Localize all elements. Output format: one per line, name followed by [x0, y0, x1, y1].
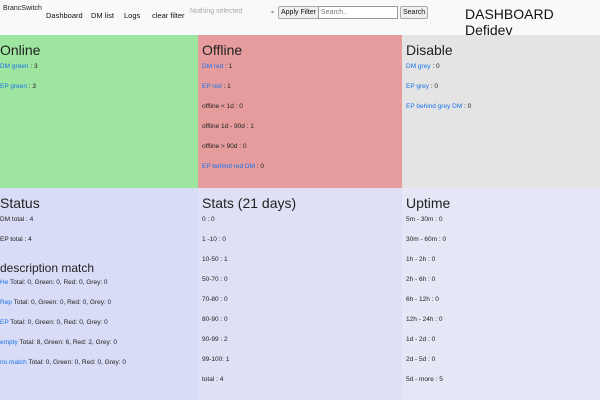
stats-row: 0 : 0: [202, 216, 215, 223]
uptime-row: 1h - 2h : 0: [406, 256, 436, 263]
match-link-empty[interactable]: empty: [0, 339, 18, 346]
value: Total: 0, Green: 0, Red: 0, Grey: 0: [11, 299, 112, 306]
online-row: DM green : 3: [0, 62, 198, 82]
dm-red-link[interactable]: DM red: [202, 63, 224, 70]
uptime-row: 6h - 12h : 0: [406, 296, 439, 303]
stats-title: Stats (21 days): [202, 195, 297, 211]
uptime-row: 2h - 6h : 0: [406, 276, 436, 283]
match-row: empty Total: 8, Green: 6, Red: 2, Grey: …: [0, 338, 198, 358]
page-title: DASHBOARD Defidev: [465, 6, 554, 38]
offline-row: EP behind red DM : 0: [202, 162, 402, 182]
status-row: DM total : 4: [0, 216, 34, 223]
match-row: He Total: 0, Green: 0, Red: 0, Grey: 0: [0, 278, 198, 298]
offline-row: offline < 1d : 0: [202, 103, 243, 110]
match-link-ep[interactable]: EP: [0, 319, 9, 326]
uptime-row: 5d - more : 5: [406, 376, 443, 383]
brand-logo[interactable]: BrancSwitch: [3, 5, 42, 12]
stats-row: 99-100: 1: [202, 356, 230, 363]
offline-row: offline > 90d : 0: [202, 143, 247, 150]
stats-panel: Stats (21 days) 0 : 0 1 -10 : 0 10-50 : …: [198, 188, 402, 400]
uptime-row: 12h - 24h : 0: [406, 316, 443, 323]
navbar: BrancSwitch Dashboard DM list Logs clear…: [0, 0, 600, 38]
online-title: Online: [0, 42, 41, 58]
value: : 3: [26, 83, 37, 90]
offline-row: offline 1d - 90d : 1: [202, 123, 254, 130]
offline-panel: Offline DM red : 1 EP red : 1 offline < …: [198, 35, 402, 188]
ep-behind-red-dm-link[interactable]: EP behind red DM: [202, 163, 255, 170]
search-input[interactable]: Search..: [318, 6, 398, 19]
ep-behind-grey-dm-link[interactable]: EP behind grey DM: [406, 103, 463, 110]
offline-row: DM red : 1: [202, 62, 402, 82]
disable-row: EP behind grey DM : 0: [406, 102, 600, 122]
match-row: Rep Total: 0, Green: 0, Red: 0, Grey: 0: [0, 298, 198, 318]
status-row: EP total : 4: [0, 236, 32, 243]
value: Total: 8, Green: 6, Red: 2, Grey: 0: [17, 339, 117, 346]
nav-dm-list[interactable]: DM list: [91, 11, 114, 20]
match-link-no-match[interactable]: no match: [0, 359, 27, 366]
match-row: EP Total: 0, Green: 0, Red: 0, Grey: 0: [0, 318, 198, 338]
value: : 3: [28, 63, 38, 70]
value: Total: 0, Green: 0, Red: 0, Grey: 0: [26, 359, 126, 366]
filter-select-placeholder: Nothing selected: [190, 8, 243, 15]
value: : 1: [221, 83, 231, 90]
match-link-rep[interactable]: Rep: [0, 299, 12, 306]
stats-row: 80-90 : 0: [202, 316, 228, 323]
status-panel: Status DM total : 4 EP total : 4 descrip…: [0, 188, 198, 400]
online-panel: Online DM green : 3 EP green : 3: [0, 35, 198, 188]
offline-row: EP red : 1: [202, 82, 402, 102]
stats-row: total : 4: [202, 376, 224, 383]
match-row: no match Total: 0, Green: 0, Red: 0, Gre…: [0, 358, 198, 378]
uptime-row: 2d - 5d : 0: [406, 356, 436, 363]
search-button[interactable]: Search: [400, 6, 429, 19]
status-title: Status: [0, 195, 40, 211]
ep-red-link[interactable]: EP red: [202, 83, 222, 90]
ep-grey-link[interactable]: EP grey: [406, 83, 430, 90]
value: : 0: [255, 163, 265, 170]
ep-green-link[interactable]: EP green: [0, 83, 27, 90]
nav-dashboard[interactable]: Dashboard: [46, 11, 83, 20]
stats-row: 1 -10 : 0: [202, 236, 226, 243]
filter-select[interactable]: Nothing selected ▾: [190, 8, 274, 20]
disable-row: EP grey : 0: [406, 82, 600, 102]
dm-grey-link[interactable]: DM grey: [406, 63, 431, 70]
nav-clear-filter[interactable]: clear filter: [152, 11, 185, 20]
stats-row: 90-99 : 2: [202, 336, 228, 343]
value: : 0: [429, 83, 439, 90]
value: : 1: [223, 63, 233, 70]
value: : 0: [430, 63, 440, 70]
value: : 0: [462, 103, 472, 110]
dm-green-link[interactable]: DM green: [0, 63, 29, 70]
value: Total: 0, Green: 0, Red: 0, Grey: 0: [8, 319, 108, 326]
description-match-title: description match: [0, 261, 95, 275]
match-link-he[interactable]: He: [0, 279, 9, 286]
offline-title: Offline: [202, 42, 243, 58]
chevron-down-icon: ▾: [270, 10, 274, 16]
nav-logs[interactable]: Logs: [124, 11, 141, 20]
apply-filter-button[interactable]: Apply Filter: [278, 6, 320, 19]
disable-title: Disable: [406, 42, 453, 58]
uptime-row: 1d - 2d : 0: [406, 336, 436, 343]
disable-row: DM grey : 0: [406, 62, 600, 82]
value: Total: 0, Green: 0, Red: 0, Grey: 0: [8, 279, 108, 286]
uptime-title: Uptime: [406, 195, 451, 211]
stats-row: 10-50 : 1: [202, 256, 228, 263]
uptime-panel: Uptime 5m - 30m : 0 30m - 60m : 0 1h - 2…: [402, 188, 600, 400]
stats-row: 50-70 : 0: [202, 276, 228, 283]
uptime-row: 30m - 60m : 0: [406, 236, 447, 243]
online-row: EP green : 3: [0, 82, 198, 102]
uptime-row: 5m - 30m : 0: [406, 216, 443, 223]
disable-panel: Disable DM grey : 0 EP grey : 0 EP behin…: [402, 35, 600, 188]
stats-row: 70-80 : 0: [202, 296, 228, 303]
